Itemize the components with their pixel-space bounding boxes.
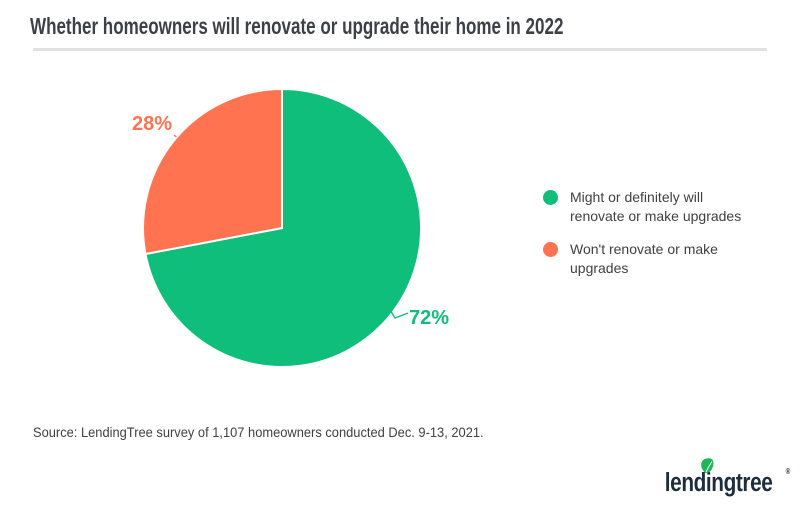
chart-title: Whether homeowners will renovate or upgr…: [30, 13, 564, 39]
pie-leader-0: [386, 304, 409, 319]
legend-item-wont-renovate: Won't renovate or make upgrades: [543, 240, 758, 278]
title-divider: [33, 48, 767, 51]
leaf-vein: [705, 461, 713, 473]
legend-swatch-green: [543, 190, 558, 205]
legend: Might or definitely will renovate or mak…: [543, 188, 758, 292]
pie-value-label-1: 28%: [132, 113, 172, 135]
legend-label-will-renovate: Might or definitely will renovate or mak…: [570, 189, 742, 224]
pie-leader-1: [173, 134, 193, 151]
lendingtree-wordmark: lendingtree: [665, 468, 773, 497]
leaf-icon: [701, 458, 714, 473]
legend-label-wont-renovate: Won't renovate or make upgrades: [570, 241, 718, 276]
legend-swatch-orange: [543, 242, 558, 257]
pie-value-label-0: 72%: [409, 307, 449, 329]
pie-slice-1: [142, 87, 283, 256]
legend-item-will-renovate: Might or definitely will renovate or mak…: [543, 188, 758, 226]
source-note: Source: LendingTree survey of 1,107 home…: [33, 424, 484, 440]
pie-slice-0: [144, 87, 422, 368]
lendingtree-logo: lendingtree ®: [665, 458, 791, 497]
registered-mark: ®: [786, 466, 791, 476]
